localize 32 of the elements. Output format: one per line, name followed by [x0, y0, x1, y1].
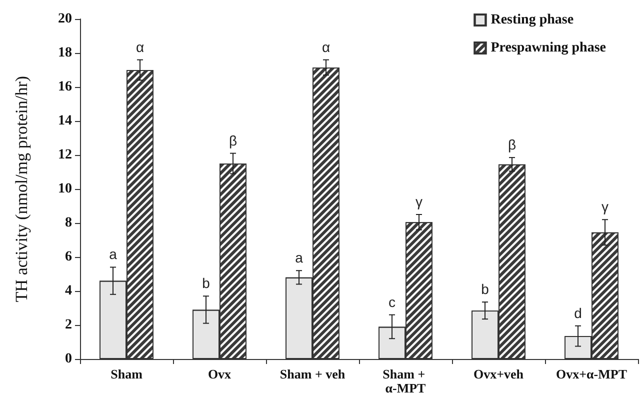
y-tick-label: 6: [65, 250, 72, 264]
y-tick-label: 4: [65, 284, 72, 298]
y-tick-label: 0: [65, 352, 72, 366]
annotation: b: [481, 281, 490, 298]
x-tick-label: Ovx+α-MPT: [556, 366, 628, 382]
y-tick-label: 2: [65, 318, 72, 332]
y-tick-label: 10: [58, 182, 72, 196]
annotation: a: [109, 246, 118, 262]
y-tick-label: 20: [58, 12, 72, 26]
annotation: α: [322, 38, 330, 55]
y-axis-title: TH activity (nmol/mg protein/hr): [12, 76, 31, 302]
annotation: β: [508, 136, 516, 153]
y-tick-label: 14: [58, 114, 72, 128]
annotation: β: [228, 132, 238, 148]
y-tick-label: 12: [58, 148, 72, 162]
y-tick-label: 8: [65, 216, 72, 230]
annotation: c: [388, 294, 396, 310]
annotation: a: [295, 250, 304, 266]
x-tick-label: Sham + α-MPT: [382, 366, 428, 396]
legend-label: Prespawning phase: [490, 40, 606, 56]
y-tick-label: 16: [58, 80, 72, 94]
annotation: γ: [416, 194, 422, 210]
x-tick-label: Sham: [110, 366, 143, 382]
x-tick-label: Sham + veh: [280, 366, 346, 382]
annotation: d: [574, 304, 582, 321]
annotation: α: [136, 38, 144, 55]
annotation: b: [202, 275, 210, 292]
x-tick-label: Ovx+veh: [473, 366, 524, 382]
x-tick-label: Ovx: [208, 366, 232, 382]
annotation: γ: [602, 198, 608, 215]
legend-label: Resting phase: [490, 12, 574, 28]
y-tick-label: 18: [58, 46, 72, 60]
